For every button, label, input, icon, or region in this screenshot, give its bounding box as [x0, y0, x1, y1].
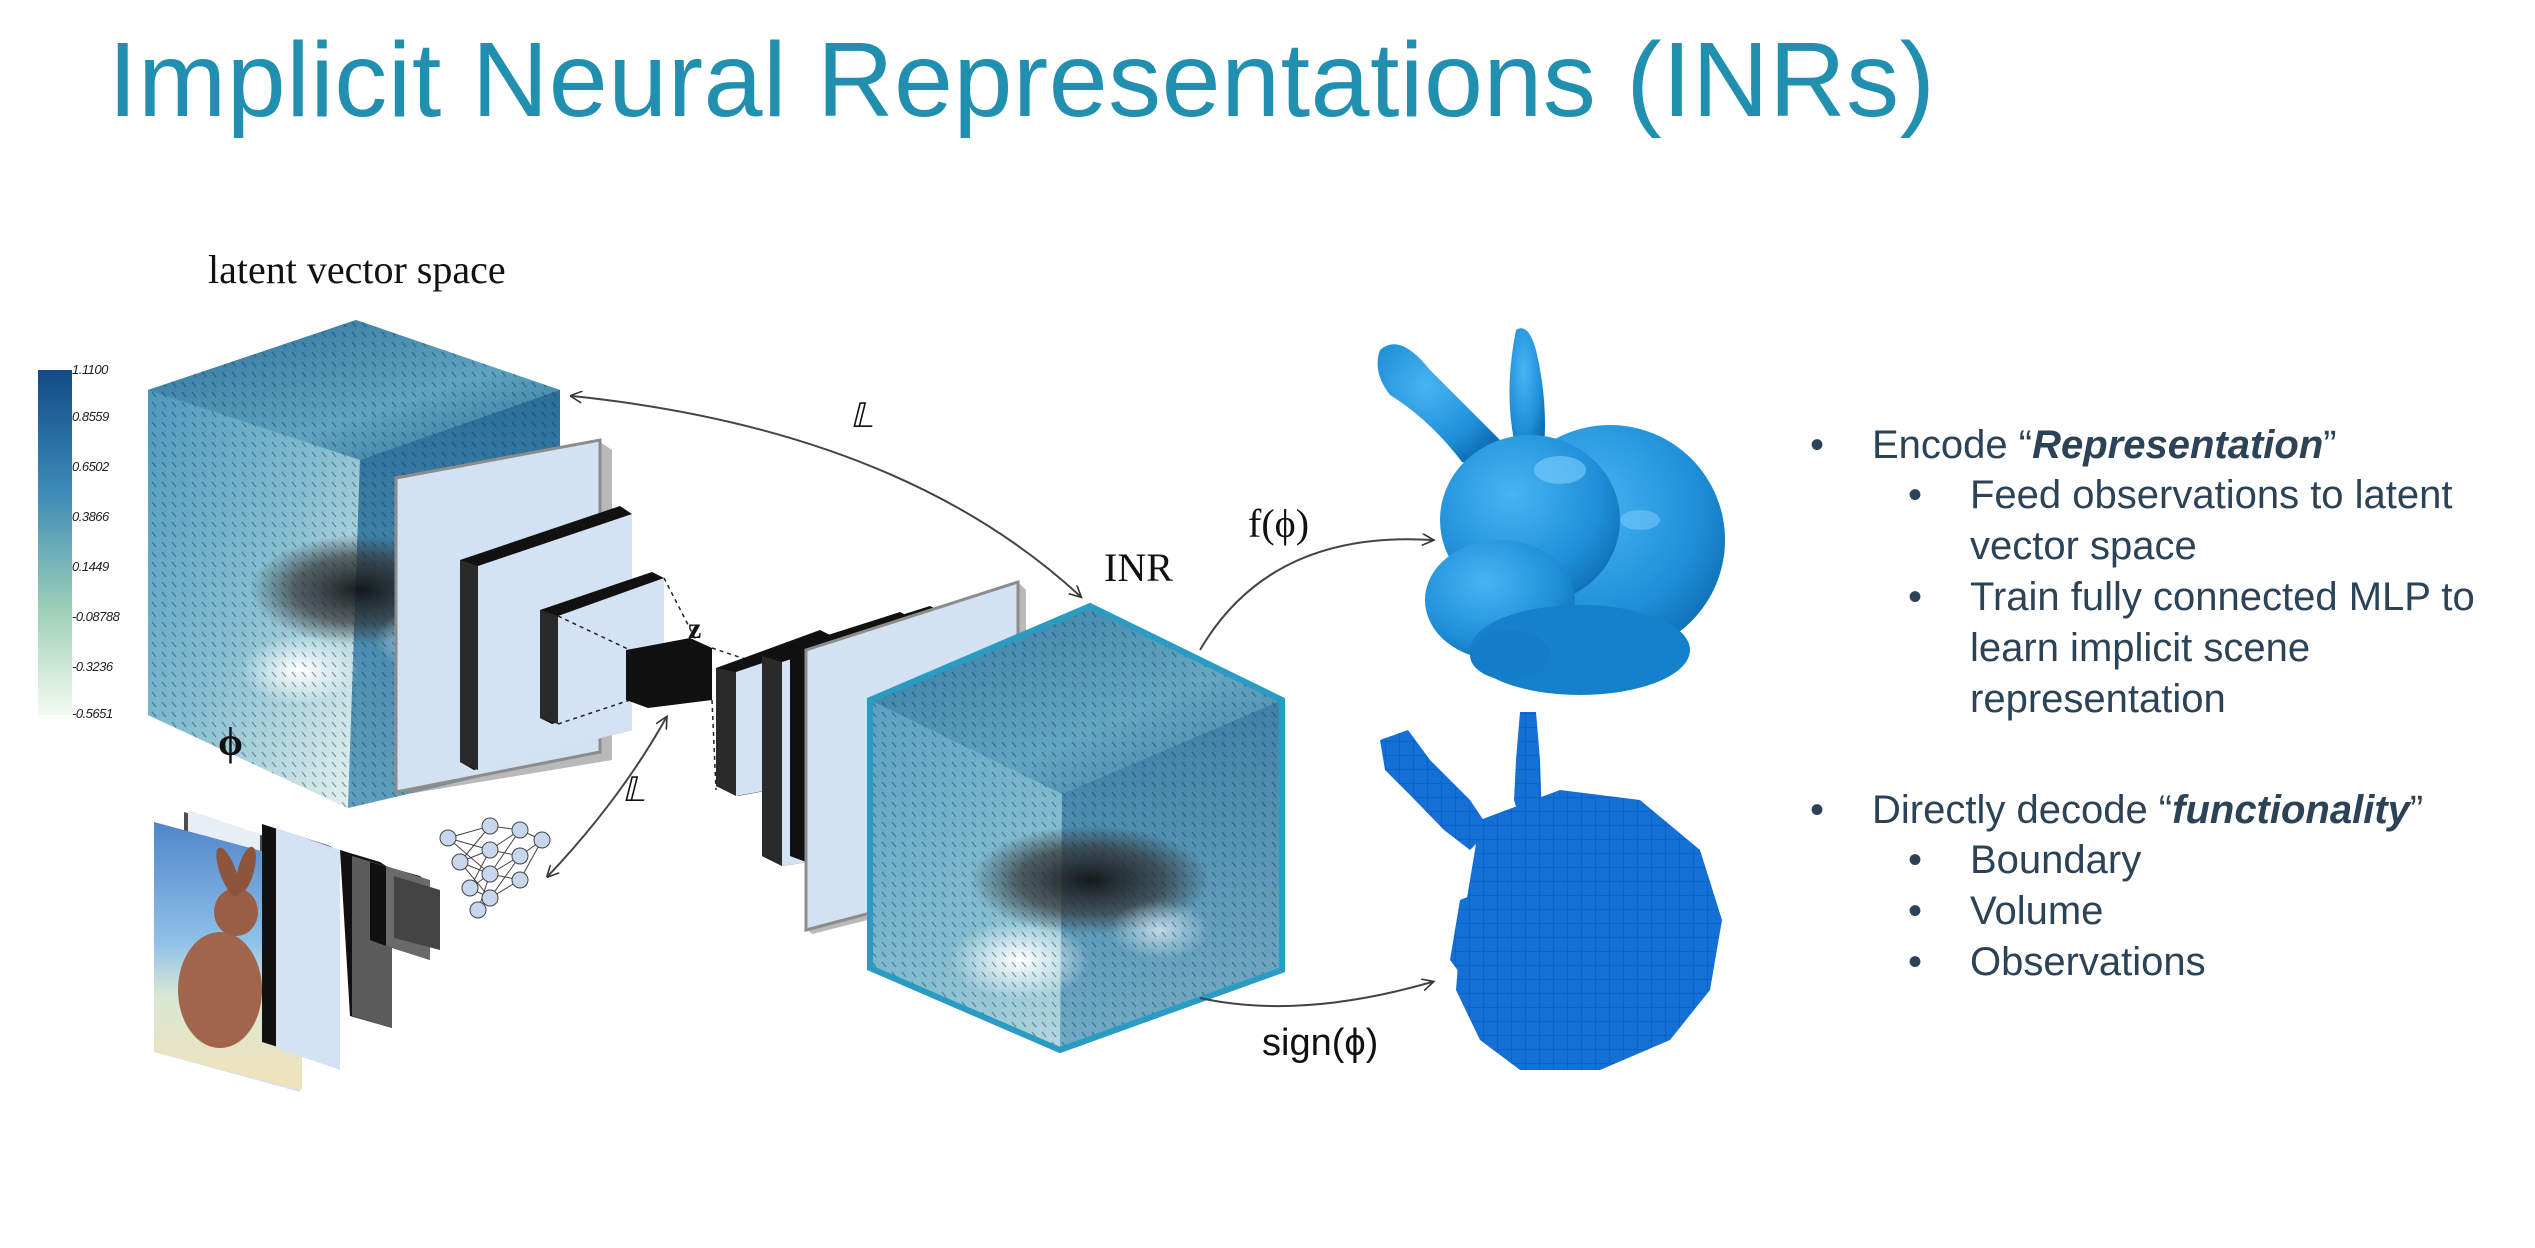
smooth-bunny-ear-right — [1509, 328, 1545, 452]
f-phi-arrow — [1199, 539, 1432, 651]
loss-label-top: 𝕃 — [850, 398, 873, 435]
sub-bullet: • Feed observations to latent vector spa… — [1810, 470, 2530, 572]
bullet-encode-prefix: Encode “ — [1872, 423, 2033, 467]
colorbar-tick-3: 0.3866 — [72, 509, 109, 524]
bullet-decode: • Directly decode “functionality” — [1810, 785, 2530, 835]
sub-bullet: • Train fully connected MLP to learn imp… — [1810, 572, 2530, 725]
bullet-dot: • — [1908, 889, 1923, 933]
sub-bullet: • Boundary — [1810, 835, 2530, 886]
voxel-bunny-ear-left — [1380, 730, 1490, 850]
smooth-bunny-ear-left — [1377, 344, 1500, 464]
slide-title: Implicit Neural Representations (INRs) — [108, 21, 1936, 139]
bullet-encode-emphasis: Representation — [2032, 423, 2324, 467]
bullet-decode-emphasis: functionality — [2172, 788, 2410, 832]
loss-arrow-bottom — [548, 718, 666, 876]
colorbar-tick-2: 0.6502 — [72, 459, 109, 474]
bullet-decode-prefix: Directly decode “ — [1872, 788, 2173, 832]
bullet-dot: • — [1810, 423, 1825, 467]
colorbar-tick-4: 0.1449 — [72, 559, 109, 574]
loss-arrow-top — [572, 396, 1080, 596]
z-label: z — [688, 612, 702, 645]
inr-cube — [867, 602, 1285, 1054]
colorbar — [38, 370, 72, 715]
sub-bullet-text: Observations — [1970, 940, 2206, 984]
latent-space-label: latent vector space — [208, 247, 506, 292]
bullet-list: • Encode “Representation” • Feed observa… — [1810, 420, 2530, 988]
sub-bullet-text: Volume — [1970, 889, 2104, 933]
sub-bullet: • Observations — [1810, 937, 2530, 988]
colorbar-tick-1: 0.8559 — [72, 409, 109, 424]
loss-label-bottom: 𝕃 — [622, 772, 645, 809]
bullet-dot: • — [1908, 940, 1923, 984]
inr-cube-border — [867, 602, 1285, 1054]
colorbar-gradient — [38, 370, 72, 715]
colorbar-tick-5: -0.08788 — [72, 609, 120, 624]
latent-code-block — [626, 638, 712, 708]
sub-bullet-text: Train fully connected MLP to learn impli… — [1970, 575, 2475, 721]
voxel-bunny — [1380, 712, 1722, 1070]
sub-bullet-text: Feed observations to latent vector space — [1970, 473, 2453, 568]
bunny-photo-subject — [178, 932, 262, 1048]
sign-phi-label: sign(ϕ) — [1262, 1022, 1379, 1064]
bullet-dot: • — [1908, 575, 1923, 619]
colorbar-tick-7: -0.5651 — [72, 706, 113, 721]
bullet-dot: • — [1908, 838, 1923, 882]
bullet-encode: • Encode “Representation” — [1810, 420, 2530, 470]
colorbar-tick-0: 1.1100 — [72, 362, 108, 377]
inr-label: INR — [1104, 545, 1173, 590]
phi-symbol: ϕ — [218, 719, 243, 764]
bullet-dot: • — [1908, 473, 1923, 517]
bullet-decode-suffix: ” — [2409, 788, 2424, 832]
mlp-network — [439, 817, 551, 919]
bullet-encode-suffix: ” — [2323, 423, 2337, 467]
f-phi-label: f(ϕ) — [1248, 501, 1310, 546]
encoder-layers — [394, 438, 712, 794]
input-photo-stack — [154, 810, 440, 1092]
sign-phi-arrow — [1199, 982, 1432, 1008]
sub-bullet: • Volume — [1810, 886, 2530, 937]
colorbar-tick-6: -0.3236 — [72, 659, 113, 674]
sub-bullet-text: Boundary — [1970, 838, 2142, 882]
smooth-bunny — [1377, 328, 1725, 695]
bullet-dot: • — [1810, 788, 1825, 832]
